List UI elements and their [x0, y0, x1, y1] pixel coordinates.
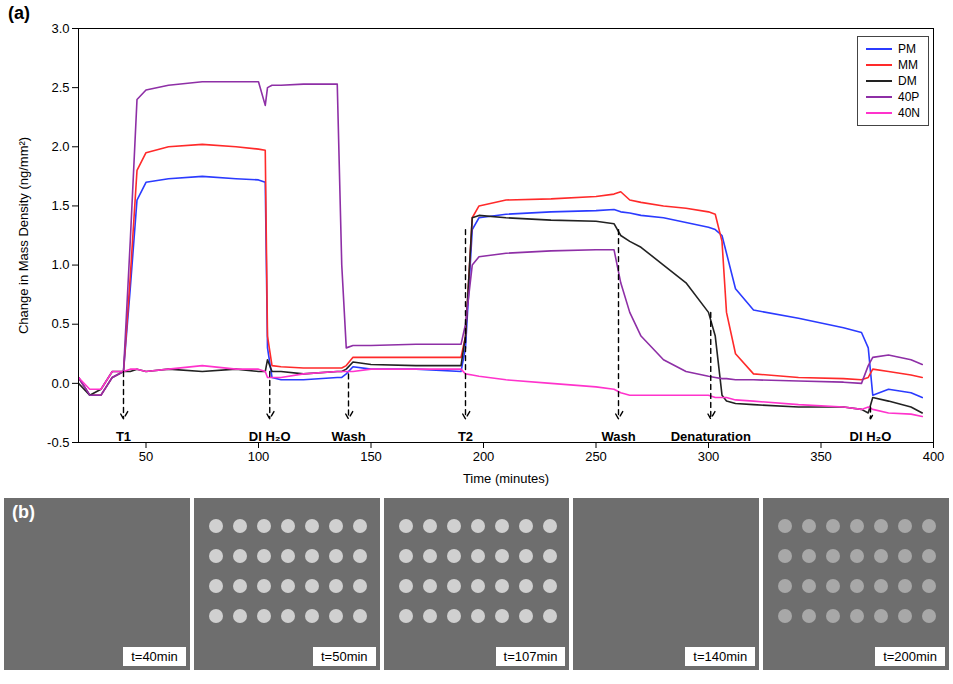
html-text:(a): (a): [8, 3, 30, 23]
svg-text:0.5: 0.5: [51, 316, 69, 331]
svg-text:300: 300: [698, 449, 720, 464]
html-text:t=140min: t=140min: [693, 649, 748, 664]
svg-text:400: 400: [923, 449, 945, 464]
svg-text:Time (minutes): Time (minutes): [463, 471, 549, 486]
svg-text:0.0: 0.0: [51, 376, 69, 391]
svg-text:DI H₂O: DI H₂O: [249, 429, 291, 444]
svg-text:1.5: 1.5: [51, 198, 69, 213]
svg-text:350: 350: [810, 449, 832, 464]
svg-text:Wash: Wash: [601, 429, 635, 444]
html-text:40P: 40P: [898, 90, 920, 104]
svg-text:1.0: 1.0: [51, 257, 69, 272]
svg-text:Denaturation: Denaturation: [671, 429, 751, 444]
svg-text:3.0: 3.0: [51, 21, 69, 36]
html-text:DM: DM: [898, 74, 917, 88]
svg-text:200: 200: [473, 449, 495, 464]
html-text:t=107min: t=107min: [503, 649, 558, 664]
svg-text:-0.5: -0.5: [47, 435, 69, 450]
svg-text:250: 250: [585, 449, 607, 464]
svg-text:DI H₂O: DI H₂O: [850, 429, 892, 444]
svg-text:Wash: Wash: [331, 429, 365, 444]
html-text:t=200min: t=200min: [883, 649, 937, 664]
html-text:t=40min: t=40min: [131, 649, 178, 664]
svg-text:2.0: 2.0: [51, 139, 69, 154]
svg-text:150: 150: [360, 449, 382, 464]
html-text:PM: PM: [898, 42, 916, 56]
html-text:(b): (b): [12, 502, 35, 522]
html-text:MM: MM: [898, 58, 918, 72]
svg-text:Change in Mass Density (ng/mm²: Change in Mass Density (ng/mm²): [16, 137, 31, 334]
svg-text:50: 50: [139, 449, 153, 464]
svg-text:2.5: 2.5: [51, 80, 69, 95]
html-text:40N: 40N: [898, 106, 920, 120]
html-text:t=50min: t=50min: [321, 649, 368, 664]
svg-text:100: 100: [248, 449, 270, 464]
svg-text:T1: T1: [116, 429, 131, 444]
svg-text:T2: T2: [458, 429, 473, 444]
